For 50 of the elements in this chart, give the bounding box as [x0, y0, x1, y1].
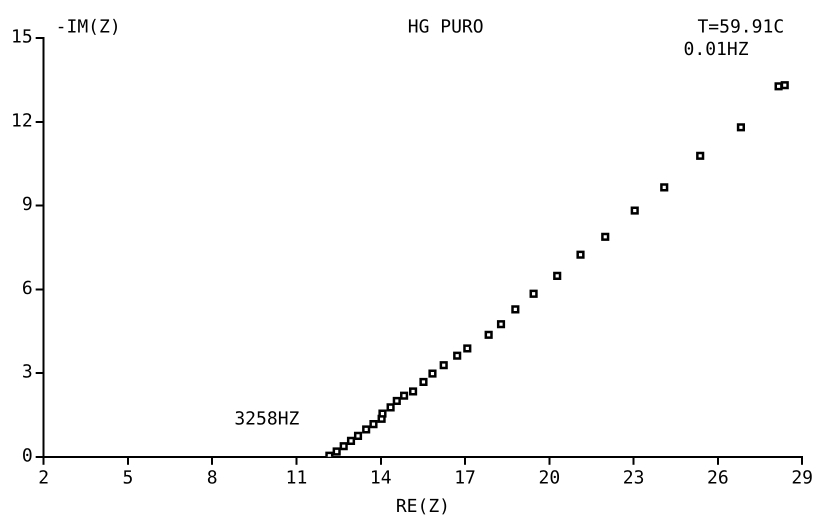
point: [440, 361, 448, 370]
point: [601, 232, 610, 241]
x-tick-label: 17: [454, 467, 476, 488]
point: [346, 436, 356, 445]
point: [332, 447, 341, 456]
point: [780, 81, 789, 90]
y-axis-title: -IM(Z): [56, 16, 121, 38]
point: [736, 123, 745, 132]
x-tick-label: 11: [286, 467, 308, 488]
point: [400, 392, 408, 400]
x-tick-label: 26: [707, 467, 729, 488]
point: [576, 250, 585, 259]
point: [484, 330, 493, 339]
chart-subtitle: T=59.91C: [697, 16, 784, 38]
y-tick-label: 6: [22, 278, 33, 299]
annotation: 3258HZ: [234, 408, 300, 430]
point: [369, 420, 378, 428]
x-tick-label: 23: [622, 467, 644, 488]
x-tick-label: 5: [122, 467, 134, 488]
point: [386, 403, 395, 412]
point: [463, 344, 472, 353]
point: [530, 290, 538, 298]
point: [419, 378, 428, 386]
point: [392, 396, 401, 406]
y-tick-label: 0: [22, 445, 33, 466]
point: [696, 152, 704, 160]
point: [340, 442, 348, 450]
point: [354, 432, 362, 440]
point: [409, 387, 418, 396]
point: [630, 206, 639, 215]
x-tick-label: 20: [538, 467, 560, 488]
chart-title: HG PURO: [408, 16, 484, 38]
y-tick-label: 9: [22, 194, 33, 216]
point: [511, 305, 520, 314]
y-tick-label: 12: [10, 110, 33, 132]
point: [496, 320, 506, 328]
annotation: 0.01HZ: [684, 38, 749, 60]
point: [362, 425, 370, 434]
x-tick-label: 29: [791, 467, 814, 488]
x-tick-label: 8: [206, 467, 218, 488]
y-tick-label: 15: [10, 26, 33, 48]
x-axis-title: RE(Z): [396, 496, 450, 517]
point: [660, 183, 668, 192]
x-tick-label: 14: [370, 467, 392, 488]
point: [553, 272, 562, 280]
point: [428, 370, 437, 378]
point: [378, 409, 387, 418]
point: [453, 352, 462, 360]
x-tick-label: 2: [38, 467, 50, 488]
y-tick-label: 3: [22, 362, 33, 383]
